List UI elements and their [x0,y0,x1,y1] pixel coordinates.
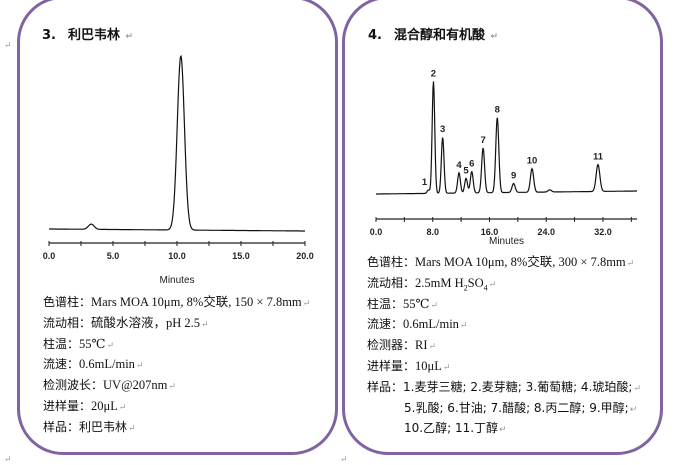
peak-label: 8 [495,105,500,116]
condition-value: 20μL [91,398,118,413]
condition-value: UV@207nm [103,378,168,393]
x-tick-label: 10.0 [168,251,186,261]
x-tick-label: 24.0 [537,227,555,237]
condition-line: 样品：利巴韦林 [43,417,310,438]
subscript: 2 [463,283,468,293]
section-title-ribavirin: 3. 利巴韦林 [42,24,133,43]
x-tick-label: 0.0 [43,251,56,261]
section-number: 4. [368,28,382,43]
x-axis-title: Minutes [159,275,194,286]
condition-line: 流动相：2.5mM H2SO4 [367,273,641,294]
peak-label: 3 [440,124,445,135]
peak-label: 11 [593,152,604,163]
peak-label: 7 [480,135,485,146]
section-title-text: 利巴韦林 [68,28,121,43]
condition-value: 55℃ [79,336,106,351]
x-tick-label: 15.0 [232,251,250,261]
peak-label: 2 [431,68,436,79]
condition-value: 1.麦芽三糖; 2.麦芽糖; 3.葡萄糖; 4.琥珀酸; [403,379,633,394]
condition-label: 流动相： [367,275,416,290]
condition-line: 样品：1.麦芽三糖; 2.麦芽糖; 3.葡萄糖; 4.琥珀酸; [367,377,641,398]
x-tick-label: 16.0 [481,227,499,237]
condition-value: Mars MOA 10μm, 8%交联, 150 × 7.8mm [91,295,302,309]
conditions-left: 色谱柱：Mars MOA 10μm, 8%交联, 150 × 7.8mm 流动相… [43,292,310,438]
paragraph-mark: ↵ [340,454,348,464]
condition-label: 样品： [43,419,80,434]
section-title-text: 混合醇和有机酸 [394,28,486,43]
condition-value: 硫酸水溶液，pH 2.5 [91,315,201,330]
condition-value: Mars MOA 10μm, 8%交联, 300 × 7.8mm [415,255,626,269]
section-title-alcohols: 4. 混合醇和有机酸 [368,24,498,43]
condition-label: 色谱柱： [367,255,416,269]
condition-label: 柱温： [43,336,80,351]
condition-line: 流速：0.6mL/min [43,354,310,375]
condition-line: 柱温：55℃ [367,294,641,315]
condition-value: SO [467,275,484,290]
condition-line: 流速：0.6mL/min [367,314,641,335]
peak-label: 4 [456,160,462,171]
condition-line: 柱温：55℃ [43,334,310,355]
condition-value: 2.5mM H [415,275,464,290]
condition-line: 流动相：硫酸水溶液，pH 2.5 [43,313,310,334]
peak-label: 6 [469,159,474,170]
x-tick-label: 32.0 [594,227,612,237]
condition-value: 利巴韦林 [79,419,128,434]
condition-label: 样品： [367,379,404,394]
sample-line-cont: 10.乙醇; 11.丁醇 [367,418,641,439]
condition-line: 色谱柱：Mars MOA 10μm, 8%交联, 300 × 7.8mm [367,252,641,273]
condition-value: 0.6mL/min [79,357,135,372]
condition-line: 进样量：20μL [43,396,310,417]
peak-label: 5 [463,165,469,176]
peak-label: 1 [422,177,428,188]
section-number: 3. [42,28,56,43]
condition-label: 检测波长： [43,378,104,393]
condition-label: 流速： [43,357,80,372]
conditions-right: 色谱柱：Mars MOA 10μm, 8%交联, 300 × 7.8mm 流动相… [367,252,641,439]
x-tick-label: 20.0 [296,251,314,261]
condition-value: 55℃ [403,296,430,311]
condition-label: 进样量： [43,398,92,413]
condition-value: RI [415,338,428,353]
condition-label: 柱温： [367,296,404,311]
paragraph-mark: ↵ [4,40,12,50]
chromatogram-trace [376,81,637,195]
peak-label: 10 [527,156,538,167]
condition-label: 进样量： [367,358,416,373]
subscript: 4 [483,283,488,293]
chromatogram-trace [49,54,305,232]
x-tick-label: 0.0 [370,227,383,237]
condition-line: 进样量：10μL [367,356,641,377]
condition-label: 色谱柱： [43,295,92,309]
condition-line: 检测器：RI [367,335,641,356]
condition-label: 检测器： [367,338,416,353]
x-axis-title: Minutes [489,236,524,247]
condition-line: 检测波长：UV@207nm [43,375,310,396]
paragraph-mark: ↵ [4,454,12,464]
x-tick-label: 8.0 [426,227,439,237]
condition-label: 流动相： [43,315,92,330]
peak-label: 9 [511,170,516,181]
x-tick-label: 5.0 [107,251,120,261]
condition-value: 10μL [415,358,442,373]
condition-label: 流速： [367,317,404,332]
condition-line: 色谱柱：Mars MOA 10μm, 8%交联, 150 × 7.8mm [43,292,310,313]
condition-value: 0.6mL/min [403,317,459,332]
sample-line-cont: 5.乳酸; 6.甘油; 7.醋酸; 8.丙二醇; 9.甲醇; [367,398,641,419]
